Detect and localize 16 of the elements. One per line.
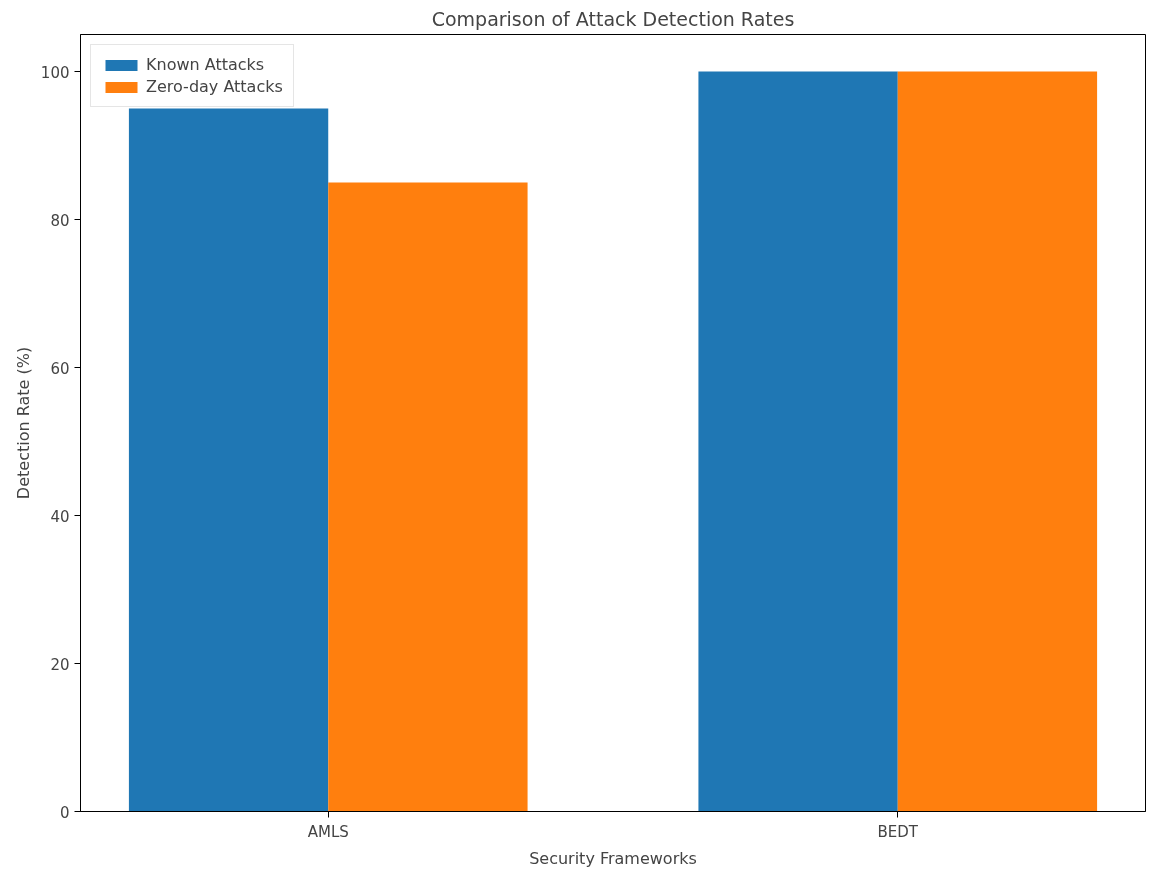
x-tick-label: BEDT bbox=[877, 822, 919, 841]
y-tick-label: 0 bbox=[59, 803, 70, 822]
legend-label: Known Attacks bbox=[146, 55, 265, 74]
y-tick-label: 80 bbox=[50, 211, 70, 230]
x-tick-label: AMLS bbox=[307, 822, 349, 841]
y-tick-label: 20 bbox=[50, 655, 70, 674]
y-axis-title: Detection Rate (%) bbox=[13, 346, 33, 500]
x-axis-title: Security Frameworks bbox=[529, 848, 697, 868]
chart-title: Comparison of Attack Detection Rates bbox=[431, 7, 795, 30]
bar bbox=[698, 71, 898, 812]
legend-label: Zero-day Attacks bbox=[146, 77, 283, 96]
y-tick-label: 60 bbox=[50, 359, 70, 378]
bar bbox=[328, 182, 528, 812]
bar bbox=[897, 71, 1098, 812]
y-tick-label: 40 bbox=[50, 507, 70, 526]
y-tick-label: 100 bbox=[40, 63, 70, 82]
